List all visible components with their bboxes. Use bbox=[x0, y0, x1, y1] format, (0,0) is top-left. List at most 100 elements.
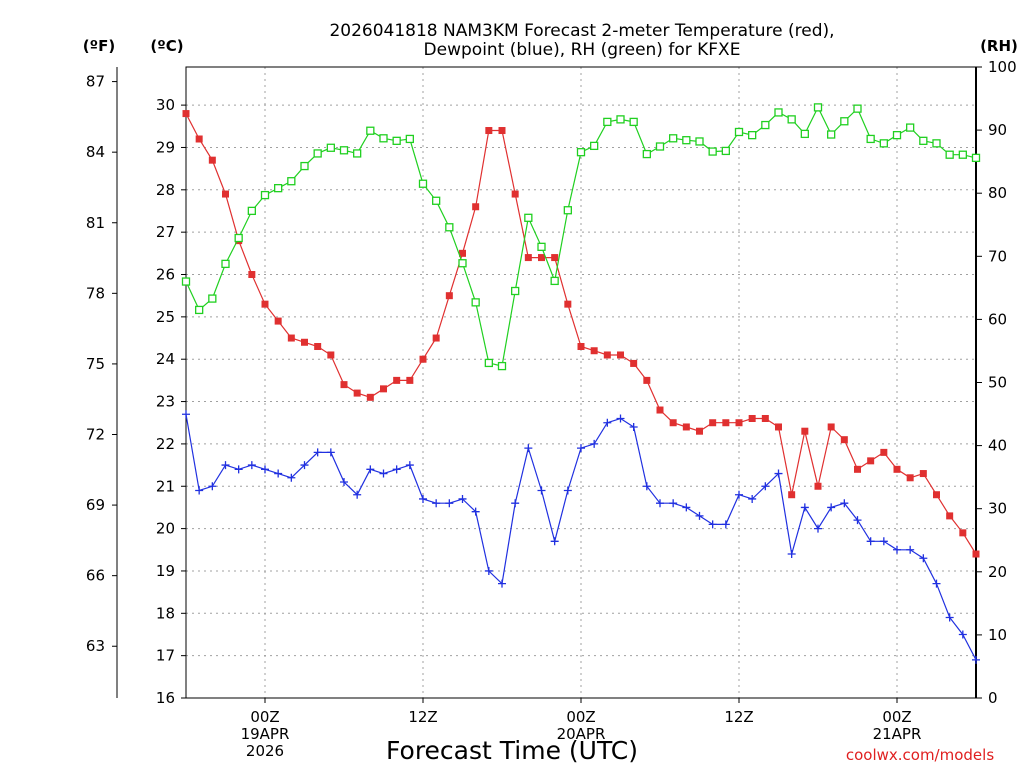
temperature-point bbox=[208, 156, 216, 164]
rh-point bbox=[590, 141, 599, 151]
temperature-point bbox=[893, 465, 901, 473]
dewpoint-point bbox=[866, 537, 875, 546]
grid-layer bbox=[186, 67, 976, 698]
dewpoint-point bbox=[945, 613, 954, 622]
dewpoint-point bbox=[274, 469, 283, 478]
chart-title-line-1: 2026041818 NAM3KM Forecast 2-meter Tempe… bbox=[329, 21, 834, 41]
dewpoint-point bbox=[787, 550, 796, 559]
dewpoint-point bbox=[814, 524, 822, 533]
temperature-point bbox=[827, 423, 835, 431]
rh-point bbox=[300, 161, 309, 171]
temperature-point bbox=[445, 292, 453, 300]
dewpoint-point bbox=[827, 503, 836, 512]
dewpoint-point bbox=[603, 418, 612, 427]
temperature-point bbox=[867, 457, 875, 465]
dewpoint-point bbox=[840, 499, 849, 508]
rh-point bbox=[366, 126, 375, 135]
rh-point bbox=[432, 196, 441, 205]
rh-point bbox=[445, 223, 454, 232]
dewpoint-point bbox=[629, 422, 638, 431]
rh-point bbox=[853, 104, 862, 113]
dewpoint-point bbox=[695, 511, 704, 520]
rh-point bbox=[774, 108, 783, 117]
temperature-point bbox=[630, 359, 638, 367]
rh-point bbox=[827, 130, 836, 139]
rh-point bbox=[274, 184, 283, 193]
temperature-point bbox=[840, 436, 848, 444]
temperature-point bbox=[919, 470, 927, 478]
rh-point bbox=[813, 103, 823, 112]
dewpoint-point bbox=[893, 545, 901, 554]
temperature-point bbox=[814, 482, 822, 490]
rh-tick-label: 0 bbox=[988, 689, 998, 707]
source-credit: coolwx.com/models bbox=[846, 746, 994, 764]
rh-point bbox=[958, 150, 967, 159]
temperature-point bbox=[722, 419, 730, 427]
dewpoint-point bbox=[524, 444, 533, 453]
rh-axis-unit: (RH) bbox=[980, 37, 1018, 55]
rh-tick-label: 70 bbox=[988, 247, 1007, 265]
rh-point bbox=[708, 147, 717, 156]
rh-tick-label: 100 bbox=[988, 58, 1017, 76]
celsius-tick-label: 23 bbox=[156, 393, 175, 411]
rh-point bbox=[353, 149, 362, 158]
x-tick-label: 2026 bbox=[246, 742, 284, 760]
celsius-tick-label: 20 bbox=[156, 520, 175, 538]
temperature-point bbox=[880, 448, 888, 456]
dewpoint-point bbox=[445, 499, 454, 508]
dewpoint-point bbox=[708, 520, 717, 529]
x-tick-label: 20APR bbox=[557, 725, 606, 743]
temperature-point bbox=[498, 127, 506, 135]
rh-point bbox=[603, 117, 612, 127]
x-axis-label: Forecast Time (UTC) bbox=[386, 736, 638, 765]
celsius-axis-unit: (ºC) bbox=[150, 37, 183, 55]
rh-point bbox=[471, 298, 480, 307]
rh-point bbox=[524, 213, 533, 222]
rh-point bbox=[840, 117, 849, 126]
rh-point bbox=[313, 149, 322, 158]
temperature-point bbox=[682, 423, 690, 431]
dewpoint-point bbox=[906, 545, 915, 554]
dewpoint-point bbox=[721, 520, 730, 529]
x-tick-label: 12Z bbox=[724, 708, 753, 726]
dewpoint-point bbox=[182, 410, 190, 419]
rh-point bbox=[287, 177, 296, 186]
temperature-point bbox=[788, 491, 796, 499]
dewpoint-point bbox=[511, 499, 520, 508]
temperature-point bbox=[761, 414, 769, 422]
temperature-point bbox=[287, 334, 295, 342]
temperature-point bbox=[603, 351, 611, 359]
dewpoint-point bbox=[590, 439, 599, 448]
temperature-point bbox=[524, 254, 532, 262]
rh-point bbox=[932, 139, 941, 148]
rh-point bbox=[576, 148, 586, 157]
dewpoint-point bbox=[208, 482, 217, 491]
dewpoint-point bbox=[234, 465, 243, 474]
x-tick-label: 00Z bbox=[250, 708, 279, 726]
temperature-series bbox=[182, 110, 980, 558]
celsius-tick-label: 22 bbox=[156, 435, 175, 453]
fahrenheit-axis-unit: (ºF) bbox=[83, 37, 115, 55]
dewpoint-point bbox=[550, 537, 559, 546]
temperature-point bbox=[643, 376, 651, 384]
fahrenheit-tick-label: 81 bbox=[86, 214, 105, 232]
rh-tick-label: 80 bbox=[988, 184, 1007, 202]
rh-tick-label: 20 bbox=[988, 563, 1007, 581]
x-tick-label: 00Z bbox=[882, 708, 911, 726]
dewpoint-point bbox=[221, 461, 230, 470]
dewpoint-point bbox=[735, 490, 743, 499]
temperature-point bbox=[906, 474, 914, 482]
dewpoint-point bbox=[919, 554, 928, 563]
dewpoint-point bbox=[932, 579, 941, 588]
dewpoint-point bbox=[616, 414, 625, 423]
rh-tick-label: 10 bbox=[988, 626, 1007, 644]
celsius-tick-label: 21 bbox=[156, 477, 175, 495]
temperature-point bbox=[314, 343, 322, 351]
dewpoint-point bbox=[537, 486, 546, 495]
dewpoint-point bbox=[313, 448, 322, 457]
temperature-point bbox=[419, 355, 427, 363]
dewpoint-point bbox=[419, 494, 427, 503]
dewpoint-point bbox=[392, 465, 401, 474]
temperature-point bbox=[406, 376, 414, 384]
temperature-point bbox=[748, 414, 756, 422]
